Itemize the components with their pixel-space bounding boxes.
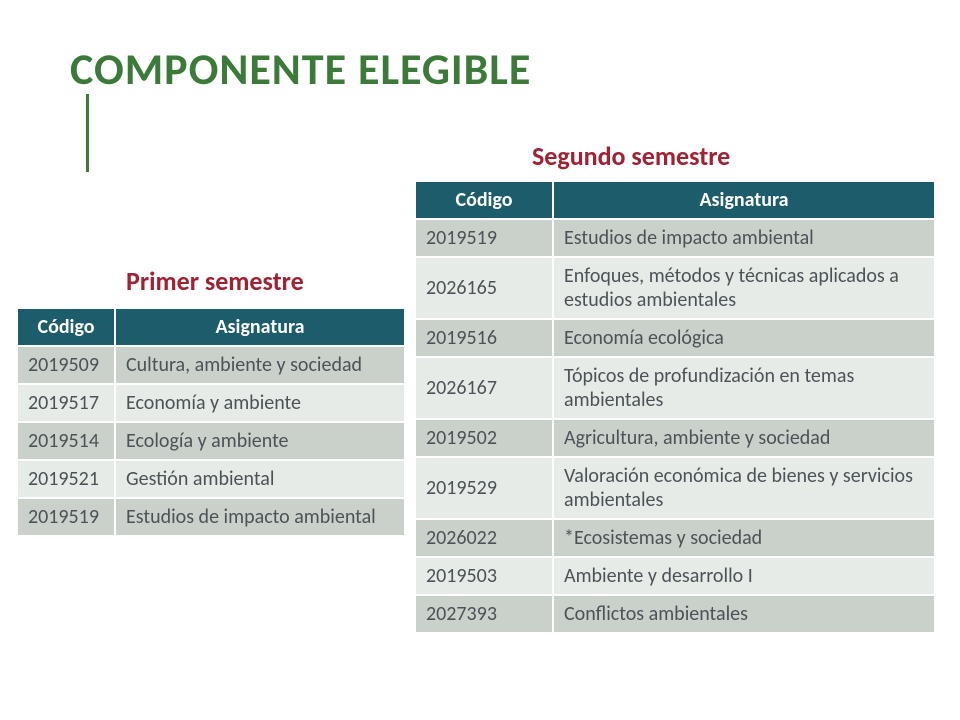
cell-asignatura: Tópicos de profundización en temas ambie… [554,358,934,418]
semester-1-table: Código Asignatura 2019509Cultura, ambien… [16,307,406,537]
table-row: 2019502Agricultura, ambiente y sociedad [416,420,934,456]
cell-asignatura: Agricultura, ambiente y sociedad [554,420,934,456]
semester-1-tbody: 2019509Cultura, ambiente y sociedad20195… [18,347,404,535]
cell-codigo: 2019516 [416,320,552,356]
table-row: 2026167Tópicos de profundización en tema… [416,358,934,418]
semester-2-label: Segundo semestre [532,140,730,172]
cell-asignatura: Enfoques, métodos y técnicas aplicados a… [554,258,934,318]
page-title-wrap: COMPONENTE ELEGIBLE [70,42,531,96]
cell-codigo: 2027393 [416,596,552,632]
col-header-codigo: Código [416,182,552,218]
semester-2-table-wrap: Código Asignatura 2019519Estudios de imp… [414,180,936,634]
table-row: 2019519Estudios de impacto ambiental [416,220,934,256]
page-title: COMPONENTE ELEGIBLE [70,42,531,96]
table-header-row: Código Asignatura [416,182,934,218]
cell-codigo: 2026022 [416,520,552,556]
table-row: 2019516Economía ecológica [416,320,934,356]
cell-asignatura: *Ecosistemas y sociedad [554,520,934,556]
table-row: 2019517Economía y ambiente [18,385,404,421]
cell-codigo: 2019503 [416,558,552,594]
semester-2-table: Código Asignatura 2019519Estudios de imp… [414,180,936,634]
title-accent-rule [86,94,89,172]
table-row: 2019519Estudios de impacto ambiental [18,499,404,535]
cell-codigo: 2019517 [18,385,114,421]
cell-codigo: 2019502 [416,420,552,456]
table-row: 2026022*Ecosistemas y sociedad [416,520,934,556]
table-row: 2019503Ambiente y desarrollo I [416,558,934,594]
table-row: 2019529Valoración económica de bienes y … [416,458,934,518]
cell-asignatura: Economía ecológica [554,320,934,356]
table-row: 2019514Ecología y ambiente [18,423,404,459]
cell-codigo: 2019521 [18,461,114,497]
table-row: 2019521Gestión ambiental [18,461,404,497]
table-header-row: Código Asignatura [18,309,404,345]
cell-codigo: 2019514 [18,423,114,459]
cell-codigo: 2026167 [416,358,552,418]
cell-asignatura: Conflictos ambientales [554,596,934,632]
cell-codigo: 2019509 [18,347,114,383]
cell-asignatura: Cultura, ambiente y sociedad [116,347,404,383]
cell-asignatura: Gestión ambiental [116,461,404,497]
table-row: 2026165Enfoques, métodos y técnicas apli… [416,258,934,318]
col-header-asignatura: Asignatura [116,309,404,345]
cell-asignatura: Valoración económica de bienes y servici… [554,458,934,518]
cell-asignatura: Estudios de impacto ambiental [116,499,404,535]
cell-codigo: 2019519 [18,499,114,535]
cell-codigo: 2019529 [416,458,552,518]
semester-2-tbody: 2019519Estudios de impacto ambiental2026… [416,220,934,632]
semester-1-table-wrap: Código Asignatura 2019509Cultura, ambien… [16,307,406,537]
cell-codigo: 2019519 [416,220,552,256]
cell-codigo: 2026165 [416,258,552,318]
table-row: 2027393Conflictos ambientales [416,596,934,632]
col-header-codigo: Código [18,309,114,345]
cell-asignatura: Estudios de impacto ambiental [554,220,934,256]
cell-asignatura: Economía y ambiente [116,385,404,421]
cell-asignatura: Ecología y ambiente [116,423,404,459]
table-row: 2019509Cultura, ambiente y sociedad [18,347,404,383]
semester-1-label: Primer semestre [126,265,304,297]
cell-asignatura: Ambiente y desarrollo I [554,558,934,594]
col-header-asignatura: Asignatura [554,182,934,218]
